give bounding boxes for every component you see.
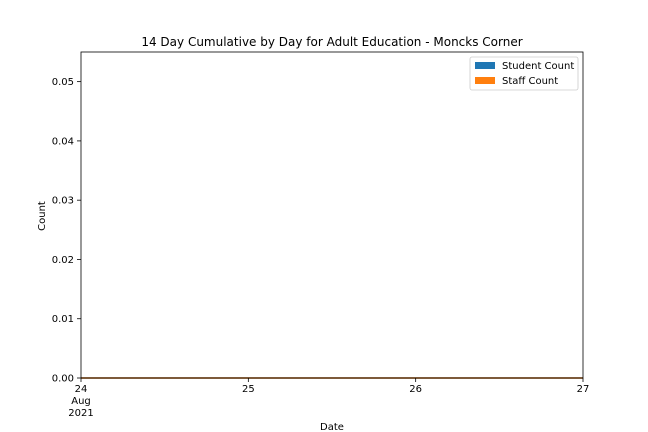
y-tick-label: 0.05 — [52, 77, 74, 88]
x-axis-label: Date — [320, 422, 344, 432]
y-tick-label: 0.02 — [52, 255, 74, 266]
legend-box — [469, 56, 579, 91]
x-tick-label: 24 — [75, 384, 88, 395]
y-tick-label: 0.04 — [52, 136, 74, 147]
chart-title: 14 Day Cumulative by Day for Adult Educa… — [141, 35, 522, 49]
legend-swatch-student — [475, 62, 495, 69]
y-axis-label: Count — [37, 201, 48, 231]
y-tick-label: 0.03 — [52, 196, 74, 207]
legend-label-student: Student Count — [502, 61, 574, 72]
x-tick-label: 27 — [577, 384, 590, 395]
legend-swatch-staff — [475, 77, 495, 84]
legend: Student Count Staff Count — [469, 56, 579, 91]
x-tick-sublabel: 2021 — [68, 408, 93, 419]
legend-label-staff: Staff Count — [502, 76, 558, 87]
x-tick-sublabel: Aug — [71, 396, 91, 407]
y-tick-label: 0.01 — [52, 314, 74, 325]
x-tick-label: 26 — [409, 384, 422, 395]
plot-frame — [80, 51, 584, 379]
x-tick-label: 25 — [242, 384, 255, 395]
y-tick-label: 0.00 — [52, 374, 74, 385]
